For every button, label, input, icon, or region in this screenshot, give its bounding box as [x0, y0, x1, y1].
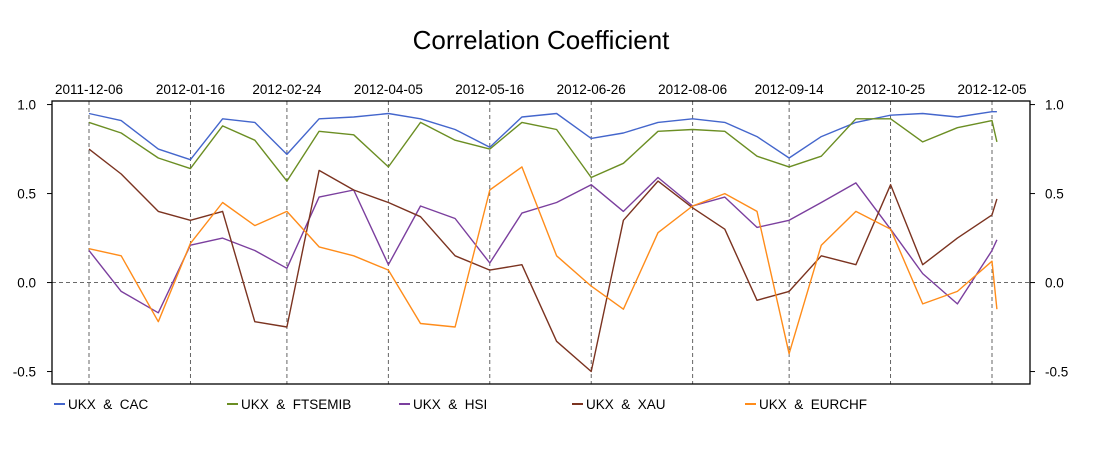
x-tick-label: 2012-10-25 [856, 82, 925, 97]
series-line-1 [88, 118, 998, 182]
y-tick-labels-left: 1.0 0.5 0.0 -0.5 [13, 98, 52, 380]
y-tick-labels-right: 1.0 0.5 0.0 -0.5 [1030, 98, 1068, 380]
x-tick-label: 2012-08-06 [658, 82, 727, 97]
chart-title: Correlation Coefficient [413, 25, 671, 55]
y-tick-label-right: 1.0 [1045, 98, 1064, 113]
y-tick-label-left: 0.5 [17, 187, 36, 202]
series-line-2 [88, 176, 998, 314]
legend: UKX & CAC UKX & FTSEMIB UKX & HSI UKX & XAU… [54, 397, 867, 412]
legend-label-0: UKX & CAC [68, 397, 149, 412]
series-line-4 [88, 166, 998, 355]
legend-label-2: UKX & HSI [413, 397, 487, 412]
y-tick-label-right: -0.5 [1045, 365, 1068, 380]
y-tick-label-left: 0.0 [17, 276, 36, 291]
series-line-0 [88, 110, 997, 161]
x-tick-label: 2012-05-16 [455, 82, 524, 97]
y-tick-label-left: -0.5 [13, 365, 36, 380]
x-tick-label: 2011-12-06 [55, 82, 123, 97]
y-tick-label-left: 1.0 [17, 98, 36, 113]
x-tick-labels: 2011-12-06 2012-01-16 2012-02-24 2012-04-05… [55, 82, 1027, 97]
legend-label-1: UKX & FTSEMIB [241, 397, 351, 412]
grid-lines [88, 101, 993, 384]
plot-frame [51, 100, 1031, 385]
series-lines [88, 110, 998, 373]
x-tick-label: 2012-12-05 [957, 82, 1026, 97]
x-tick-label: 2012-06-26 [557, 82, 626, 97]
x-tick-label: 2012-09-14 [755, 82, 825, 97]
y-tick-label-right: 0.5 [1045, 187, 1064, 202]
legend-label-3: UKX & XAU [586, 397, 666, 412]
series-line-3 [88, 148, 998, 373]
x-tick-label: 2012-04-05 [354, 82, 423, 97]
x-tick-label: 2012-01-16 [156, 82, 225, 97]
y-tick-label-right: 0.0 [1045, 276, 1064, 291]
legend-label-4: UKX & EURCHF [759, 397, 867, 412]
x-tick-label: 2012-02-24 [252, 82, 322, 97]
